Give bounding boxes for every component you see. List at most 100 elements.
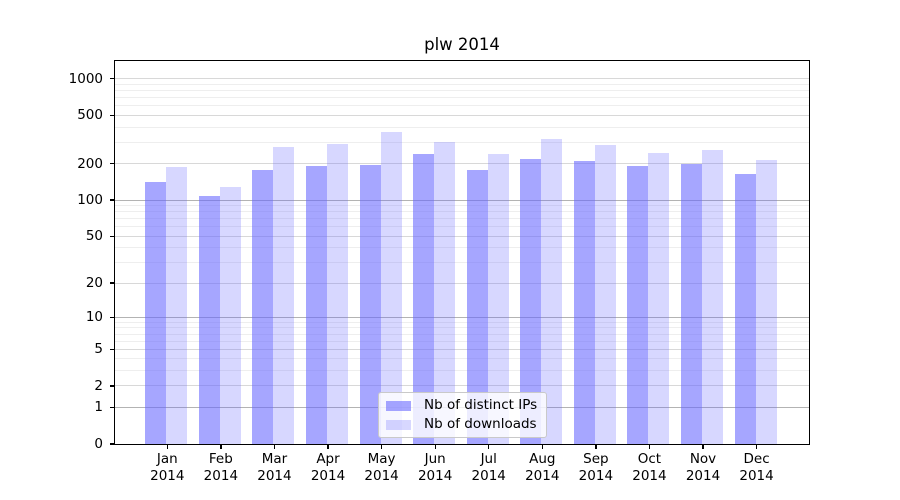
bar-downloads — [273, 147, 295, 444]
y-tick — [110, 199, 114, 201]
y-tick-label: 20 — [85, 275, 103, 292]
x-tick-year: 2014 — [525, 468, 560, 484]
y-tick-label: 5 — [94, 341, 103, 358]
x-tick-year: 2014 — [739, 468, 774, 484]
bar-downloads — [648, 153, 670, 444]
bar-distinct-ips — [359, 165, 381, 444]
bar-downloads — [434, 142, 456, 444]
bar-distinct-ips — [252, 170, 274, 444]
x-tick-month: Jan — [156, 451, 178, 467]
x-tick — [327, 445, 329, 449]
y-gridline — [115, 385, 809, 387]
legend-item-downloads: Nb of downloads — [386, 417, 546, 432]
x-tick-month: Jul — [480, 451, 497, 467]
y-gridline-minor — [115, 358, 809, 360]
x-tick-label: Dec 2014 — [730, 451, 784, 485]
y-gridline — [115, 78, 809, 80]
x-tick-year: 2014 — [310, 468, 346, 484]
x-tick-year: 2014 — [150, 468, 185, 484]
x-tick-year: 2014 — [417, 468, 453, 484]
y-gridline — [115, 316, 809, 318]
x-tick-label: Jan 2014 — [140, 451, 194, 485]
x-tick-month: Sep — [583, 451, 609, 467]
y-tick-label: 1000 — [68, 70, 103, 87]
x-tick — [702, 445, 704, 449]
y-gridline-minor — [115, 247, 809, 249]
y-gridline-minor — [115, 218, 809, 220]
y-gridline-minor — [115, 97, 809, 99]
bar-distinct-ips — [520, 159, 542, 444]
bar-distinct-ips — [573, 161, 595, 444]
y-gridline-minor — [115, 141, 809, 143]
x-tick-year: 2014 — [578, 468, 614, 484]
x-tick-label: Jul 2014 — [462, 451, 516, 485]
legend-label-downloads: Nb of downloads — [424, 416, 537, 432]
y-gridline-minor — [115, 205, 809, 207]
y-gridline-minor — [115, 321, 809, 323]
bar-downloads — [219, 187, 241, 444]
x-tick-month: Jun — [424, 451, 446, 467]
y-gridline-minor — [115, 126, 809, 128]
bar-downloads — [380, 132, 402, 444]
x-tick-label: May 2014 — [355, 451, 409, 485]
y-tick-label: 50 — [85, 228, 103, 245]
x-tick-month: Mar — [261, 451, 288, 467]
x-tick-month: Oct — [637, 451, 662, 467]
x-tick-month: May — [367, 451, 396, 467]
x-tick — [380, 445, 383, 449]
bar-downloads — [541, 139, 563, 444]
y-tick — [110, 348, 114, 350]
x-tick — [488, 445, 490, 449]
y-gridline — [115, 199, 809, 201]
x-tick-year: 2014 — [685, 468, 721, 484]
x-tick-year: 2014 — [632, 468, 667, 484]
y-tick-label: 2 — [94, 377, 103, 394]
bar-downloads — [594, 145, 616, 444]
x-tick-year: 2014 — [471, 468, 506, 484]
y-tick — [110, 282, 114, 284]
legend-swatch-distinct-ips — [386, 400, 411, 411]
x-tick-year: 2014 — [364, 468, 399, 484]
y-gridline — [115, 282, 809, 284]
bar-distinct-ips — [466, 170, 488, 444]
y-gridline-minor — [115, 105, 809, 107]
legend: Nb of distinct IPs Nb of downloads — [378, 392, 547, 438]
y-tick-label: 10 — [85, 309, 103, 326]
bar-distinct-ips — [306, 166, 327, 444]
y-tick-label: 100 — [77, 192, 103, 209]
x-tick-label: Feb 2014 — [194, 451, 248, 485]
y-gridline-minor — [115, 261, 809, 263]
x-tick — [220, 445, 222, 449]
y-tick — [110, 443, 114, 445]
y-gridline — [115, 114, 809, 116]
y-tick — [110, 235, 114, 237]
x-tick-month: Aug — [529, 451, 556, 467]
x-tick-label: Mar 2014 — [247, 451, 301, 485]
y-gridline-minor — [115, 370, 809, 372]
bar-downloads — [327, 144, 348, 444]
y-tick — [110, 163, 114, 165]
bar-distinct-ips — [145, 182, 167, 444]
bar-distinct-ips — [627, 166, 649, 444]
y-tick-label: 0 — [94, 436, 103, 452]
y-tick-label: 200 — [77, 155, 103, 172]
bar-downloads — [755, 160, 777, 444]
y-gridline — [115, 235, 809, 237]
y-gridline-minor — [115, 211, 809, 213]
legend-swatch-downloads — [386, 419, 411, 430]
bar-distinct-ips — [734, 174, 756, 444]
x-tick-month: Dec — [743, 451, 770, 467]
bar-distinct-ips — [681, 164, 702, 444]
x-tick-month: Apr — [316, 451, 340, 467]
x-tick — [595, 445, 597, 449]
y-gridline-minor — [115, 90, 809, 92]
x-tick — [273, 445, 276, 449]
bar-distinct-ips — [198, 195, 220, 444]
y-tick-label: 500 — [77, 107, 103, 124]
x-tick — [541, 445, 543, 449]
x-tick-year: 2014 — [203, 468, 239, 484]
x-tick-label: Apr 2014 — [301, 451, 355, 485]
bar-downloads — [166, 167, 188, 444]
y-gridline-minor — [115, 333, 809, 335]
